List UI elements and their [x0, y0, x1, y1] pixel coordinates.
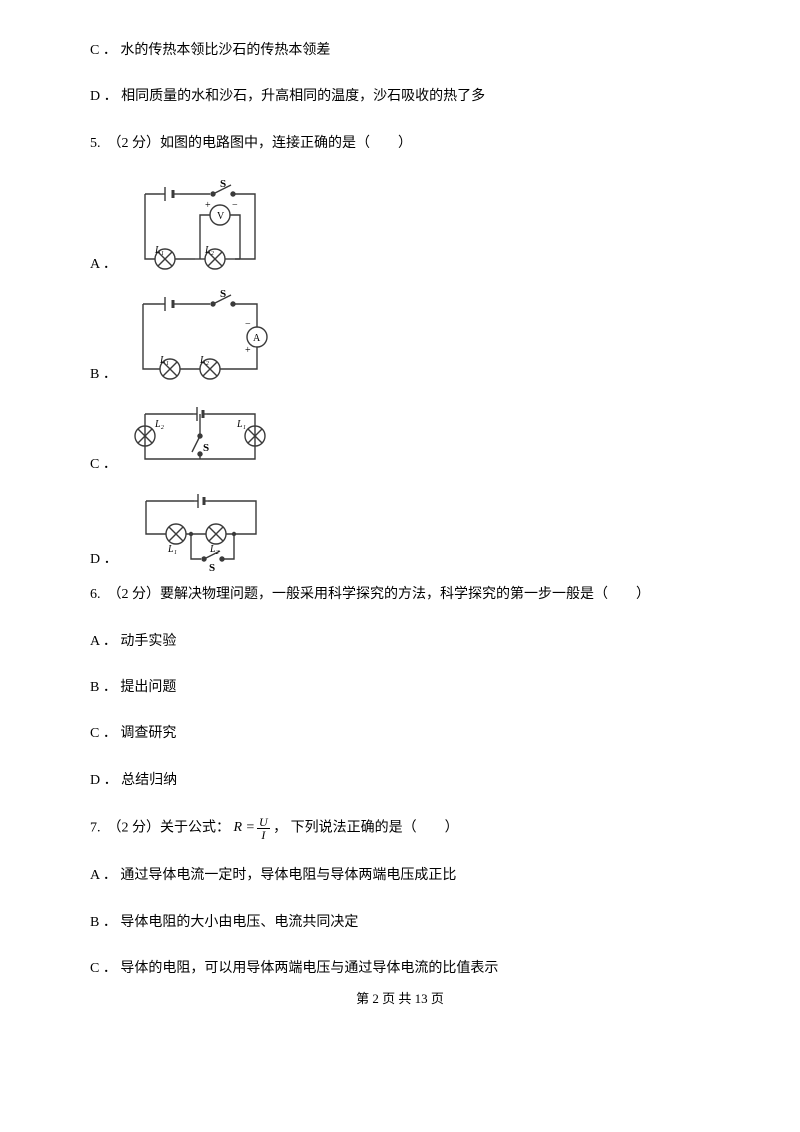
ammeter-label: A — [253, 333, 261, 344]
q5-option-d-label: D ． — [90, 548, 118, 574]
l2-label: L₂ — [199, 355, 210, 366]
q4-option-c: C ． 水的传热本领比沙石的传热本领差 — [90, 40, 710, 62]
switch-label: S — [209, 562, 215, 574]
q7-stem: 7. （2 分）关于公式： R = U I ， 下列说法正确的是（ ） — [90, 816, 710, 841]
circuit-d: L₁ L₂ S — [126, 489, 276, 574]
circuit-b: S A − + L₁ L₂ — [125, 289, 275, 389]
voltmeter-label: V — [217, 211, 225, 222]
q5-option-b-row: B ． — [90, 289, 710, 389]
q6-option-d: D ． 总结归纳 — [90, 770, 710, 792]
q5-option-a-row: A ． — [90, 179, 710, 279]
q5-option-c-row: C ． — [90, 399, 710, 479]
plus-label: + — [245, 345, 251, 356]
l1-label: L₁ — [167, 544, 177, 555]
page-footer: 第 2 页 共 13 页 — [90, 988, 710, 1007]
q4-option-d: D ． 相同质量的水和沙石，升高相同的温度，沙石吸收的热了多 — [90, 86, 710, 108]
q5-option-d-row: D ． — [90, 489, 710, 574]
l2-label: L₂ — [154, 419, 165, 430]
l2-label: L₂ — [209, 544, 220, 555]
l2-label: L₂ — [204, 245, 215, 256]
exam-page: C ． 水的传热本领比沙石的传热本领差 D ． 相同质量的水和沙石，升高相同的温… — [0, 0, 800, 1037]
q7-stem-pre: 7. （2 分）关于公式： — [90, 821, 230, 836]
q7-option-a: A ． 通过导体电流一定时，导体电阻与导体两端电压成正比 — [90, 865, 710, 887]
circuit-c: L₂ L₁ S — [125, 399, 275, 479]
q5-option-b-label: B ． — [90, 363, 117, 389]
q7-stem-post: ， 下列说法正确的是（ ） — [273, 821, 459, 836]
minus-label: − — [245, 319, 251, 330]
formula-r-equals-u-over-i: R = U I — [234, 816, 270, 841]
l1-label: L₁ — [236, 419, 246, 430]
switch-label: S — [220, 289, 226, 300]
q6-stem: 6. （2 分）要解决物理问题，一般采用科学探究的方法，科学探究的第一步一般是（… — [90, 584, 710, 606]
q6-option-a: A ． 动手实验 — [90, 631, 710, 653]
circuit-a: S V + − L₁ L₂ — [125, 179, 275, 279]
q7-option-b: B ． 导体电阻的大小由电压、电流共同决定 — [90, 912, 710, 934]
q5-option-a-label: A ． — [90, 253, 117, 279]
minus-label: − — [232, 200, 238, 211]
q7-option-c: C ． 导体的电阻，可以用导体两端电压与通过导体电流的比值表示 — [90, 958, 710, 980]
switch-label: S — [220, 179, 226, 190]
switch-label: S — [203, 442, 209, 454]
q6-option-b: B ． 提出问题 — [90, 677, 710, 699]
q6-option-c: C ． 调查研究 — [90, 723, 710, 745]
l1-label: L₁ — [159, 355, 169, 366]
plus-label: + — [205, 200, 211, 211]
l1-label: L₁ — [154, 245, 164, 256]
q5-option-c-label: C ． — [90, 453, 117, 479]
q5-stem: 5. （2 分）如图的电路图中，连接正确的是（ ） — [90, 133, 710, 155]
